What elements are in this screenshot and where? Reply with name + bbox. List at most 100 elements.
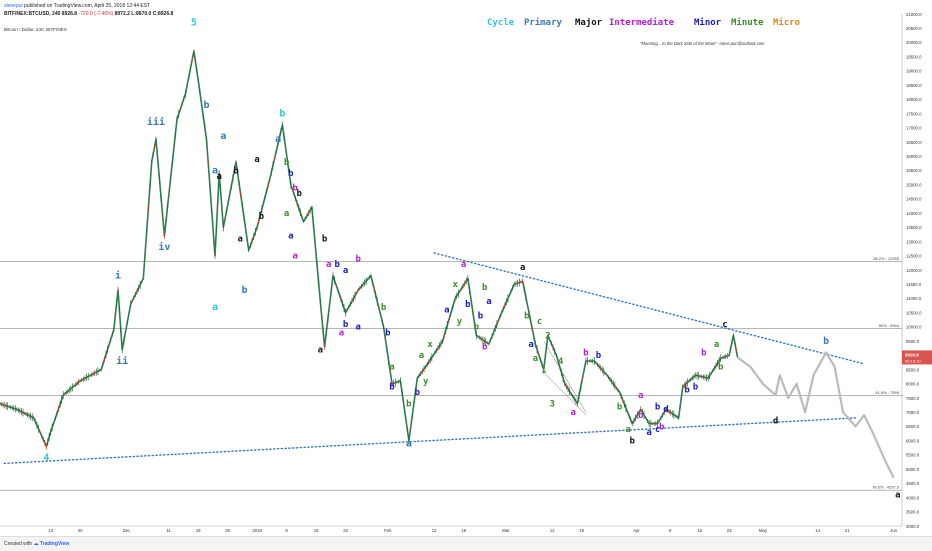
price-tick-label: 19000.0 [906, 69, 922, 74]
price-tick-label: 4500.0 [906, 481, 920, 486]
time-tick-label: 9 [669, 528, 672, 533]
price-tick-label: 12000.0 [906, 268, 922, 273]
time-tick-label: 18 [196, 528, 201, 533]
price-tick-label: 17500.0 [906, 111, 922, 116]
wave-label-minor: b [655, 402, 661, 412]
price-tick-label: 14000.0 [906, 211, 922, 216]
wave-label-intermediate: b [659, 422, 665, 432]
wave-label-major: a [216, 172, 221, 182]
wave-label-major: b [233, 166, 239, 176]
time-tick-label: Mar [502, 528, 510, 533]
time-tick-label: Jun [890, 528, 898, 533]
time-tick-label: Feb [384, 528, 392, 533]
price-tick-label: 3500.0 [906, 510, 920, 515]
wave-label-primary: iv [158, 241, 170, 253]
wave-label-minute: y [423, 377, 429, 387]
wave-label-minor: a [356, 323, 361, 333]
author-quote: "Mooning... to the Dark Side of the Moon… [640, 41, 765, 46]
legend-major: Major [575, 18, 603, 28]
wave-label-primary: a [406, 438, 412, 449]
price-tick-label: 8500.0 [906, 367, 920, 372]
wave-label-intermediate: b [356, 254, 362, 264]
time-tick-label: 22 [343, 528, 348, 533]
wave-label-intermediate: a [339, 328, 344, 338]
wave-label-primary: ii [116, 355, 128, 367]
price-tick-label: 7500.0 [906, 396, 920, 401]
time-tick-label: 2018 [252, 528, 262, 533]
legend-primary: Primary [524, 18, 562, 28]
tradingview-icon: ☁ [33, 541, 39, 547]
wave-label-minute: b [406, 400, 412, 410]
wave-label-minute: b [482, 283, 488, 293]
support-trendline [3, 417, 857, 465]
price-tick-label: 9500.0 [906, 339, 920, 344]
price-series-line [0, 50, 739, 448]
price-tick-label: 18500.0 [906, 83, 922, 88]
wave-label-intermediate: b [482, 343, 488, 353]
time-tick-label: 21 [845, 528, 850, 533]
time-tick-label: 25 [225, 528, 230, 533]
wave-label-major: c [722, 320, 727, 330]
price-tick-label: 21000.0 [906, 12, 922, 17]
chart-title: Bitcoin / Dollar, 240, BITFINEX [4, 27, 67, 32]
price-tick-label: 5000.0 [906, 467, 920, 472]
legend-intermediate: Intermediate [609, 18, 675, 28]
time-tick-label: 12 [550, 528, 555, 533]
wave-label-minor: b [343, 320, 349, 330]
wave-label-cycle: 4 [43, 453, 49, 464]
wave-label-major: d [773, 417, 778, 427]
wave-label-intermediate: a [292, 252, 297, 262]
time-tick-label: Apr [633, 528, 640, 533]
time-tick-label: 23 [727, 528, 732, 533]
price-tick-label: 15500.0 [906, 168, 922, 173]
wave-label-major: b [322, 235, 328, 245]
wave-label-primary: a [220, 131, 226, 142]
created-with-label: Created with [4, 541, 33, 547]
fib-level-label: 38.2% : 12293 [873, 256, 900, 261]
wave-label-minute: a [714, 340, 719, 350]
channel-line [543, 372, 587, 416]
price-tick-label: 10000.0 [906, 325, 922, 330]
time-tick-label: 8 [285, 528, 288, 533]
price-tick-label: 6500.0 [906, 424, 920, 429]
wave-label-intermediate: b [583, 348, 589, 358]
wave-label-minor: a [288, 232, 293, 242]
wave-label-primary: b [823, 336, 829, 347]
last-price: 8926.8 [61, 11, 78, 17]
wave-label-minute: c [537, 317, 542, 327]
symbol-info: BITFINEX:BTCUSD, 240 8926.8 -720.0 (-7.4… [4, 11, 173, 17]
wave-label-minor: b [596, 351, 602, 361]
wave-label-minute: 3 [549, 400, 554, 410]
price-tick-label: 13000.0 [906, 239, 922, 244]
wave-label-minor: d [663, 405, 668, 415]
tradingview-link[interactable]: TradingView [39, 541, 70, 547]
resistance-trendline [433, 252, 865, 365]
publish-date: published on TradingView.com, April 25, … [24, 3, 151, 9]
price-tick-label: 20500.0 [906, 26, 922, 31]
wave-label-intermediate: b [292, 183, 298, 193]
time-tick-label: 14 [815, 528, 820, 533]
wave-label-cycle: b [279, 108, 285, 119]
wave-label-minute: x [453, 280, 459, 290]
price-tick-label: 16500.0 [906, 140, 922, 145]
footer-bar: Created with ☁ TradingView [0, 536, 932, 551]
price-tick-label: 11000.0 [906, 296, 922, 301]
wave-label-major: b [630, 437, 636, 447]
wave-label-minor: b [478, 311, 484, 321]
wave-label-major: a [238, 235, 243, 245]
price-change: -720.0 (-7.46%) [78, 11, 114, 17]
wave-label-intermediate: a [461, 260, 466, 270]
current-price-tag [902, 350, 932, 365]
fib-level-label: 78.6% : 4257.5 [872, 485, 900, 490]
wave-label-minor: a [486, 297, 491, 307]
wave-label-major: a [520, 263, 525, 273]
price-tick-label: 14500.0 [906, 197, 922, 202]
price-tick-label: 17000.0 [906, 126, 922, 131]
wave-label-cycle: 5 [191, 17, 197, 28]
price-tick-label: 6000.0 [906, 438, 920, 443]
author-link[interactable]: stevepui [4, 3, 23, 9]
legend-micro: Micro [773, 18, 801, 28]
time-tick-label: 13 [48, 528, 53, 533]
wave-label-minute: x [427, 340, 433, 350]
